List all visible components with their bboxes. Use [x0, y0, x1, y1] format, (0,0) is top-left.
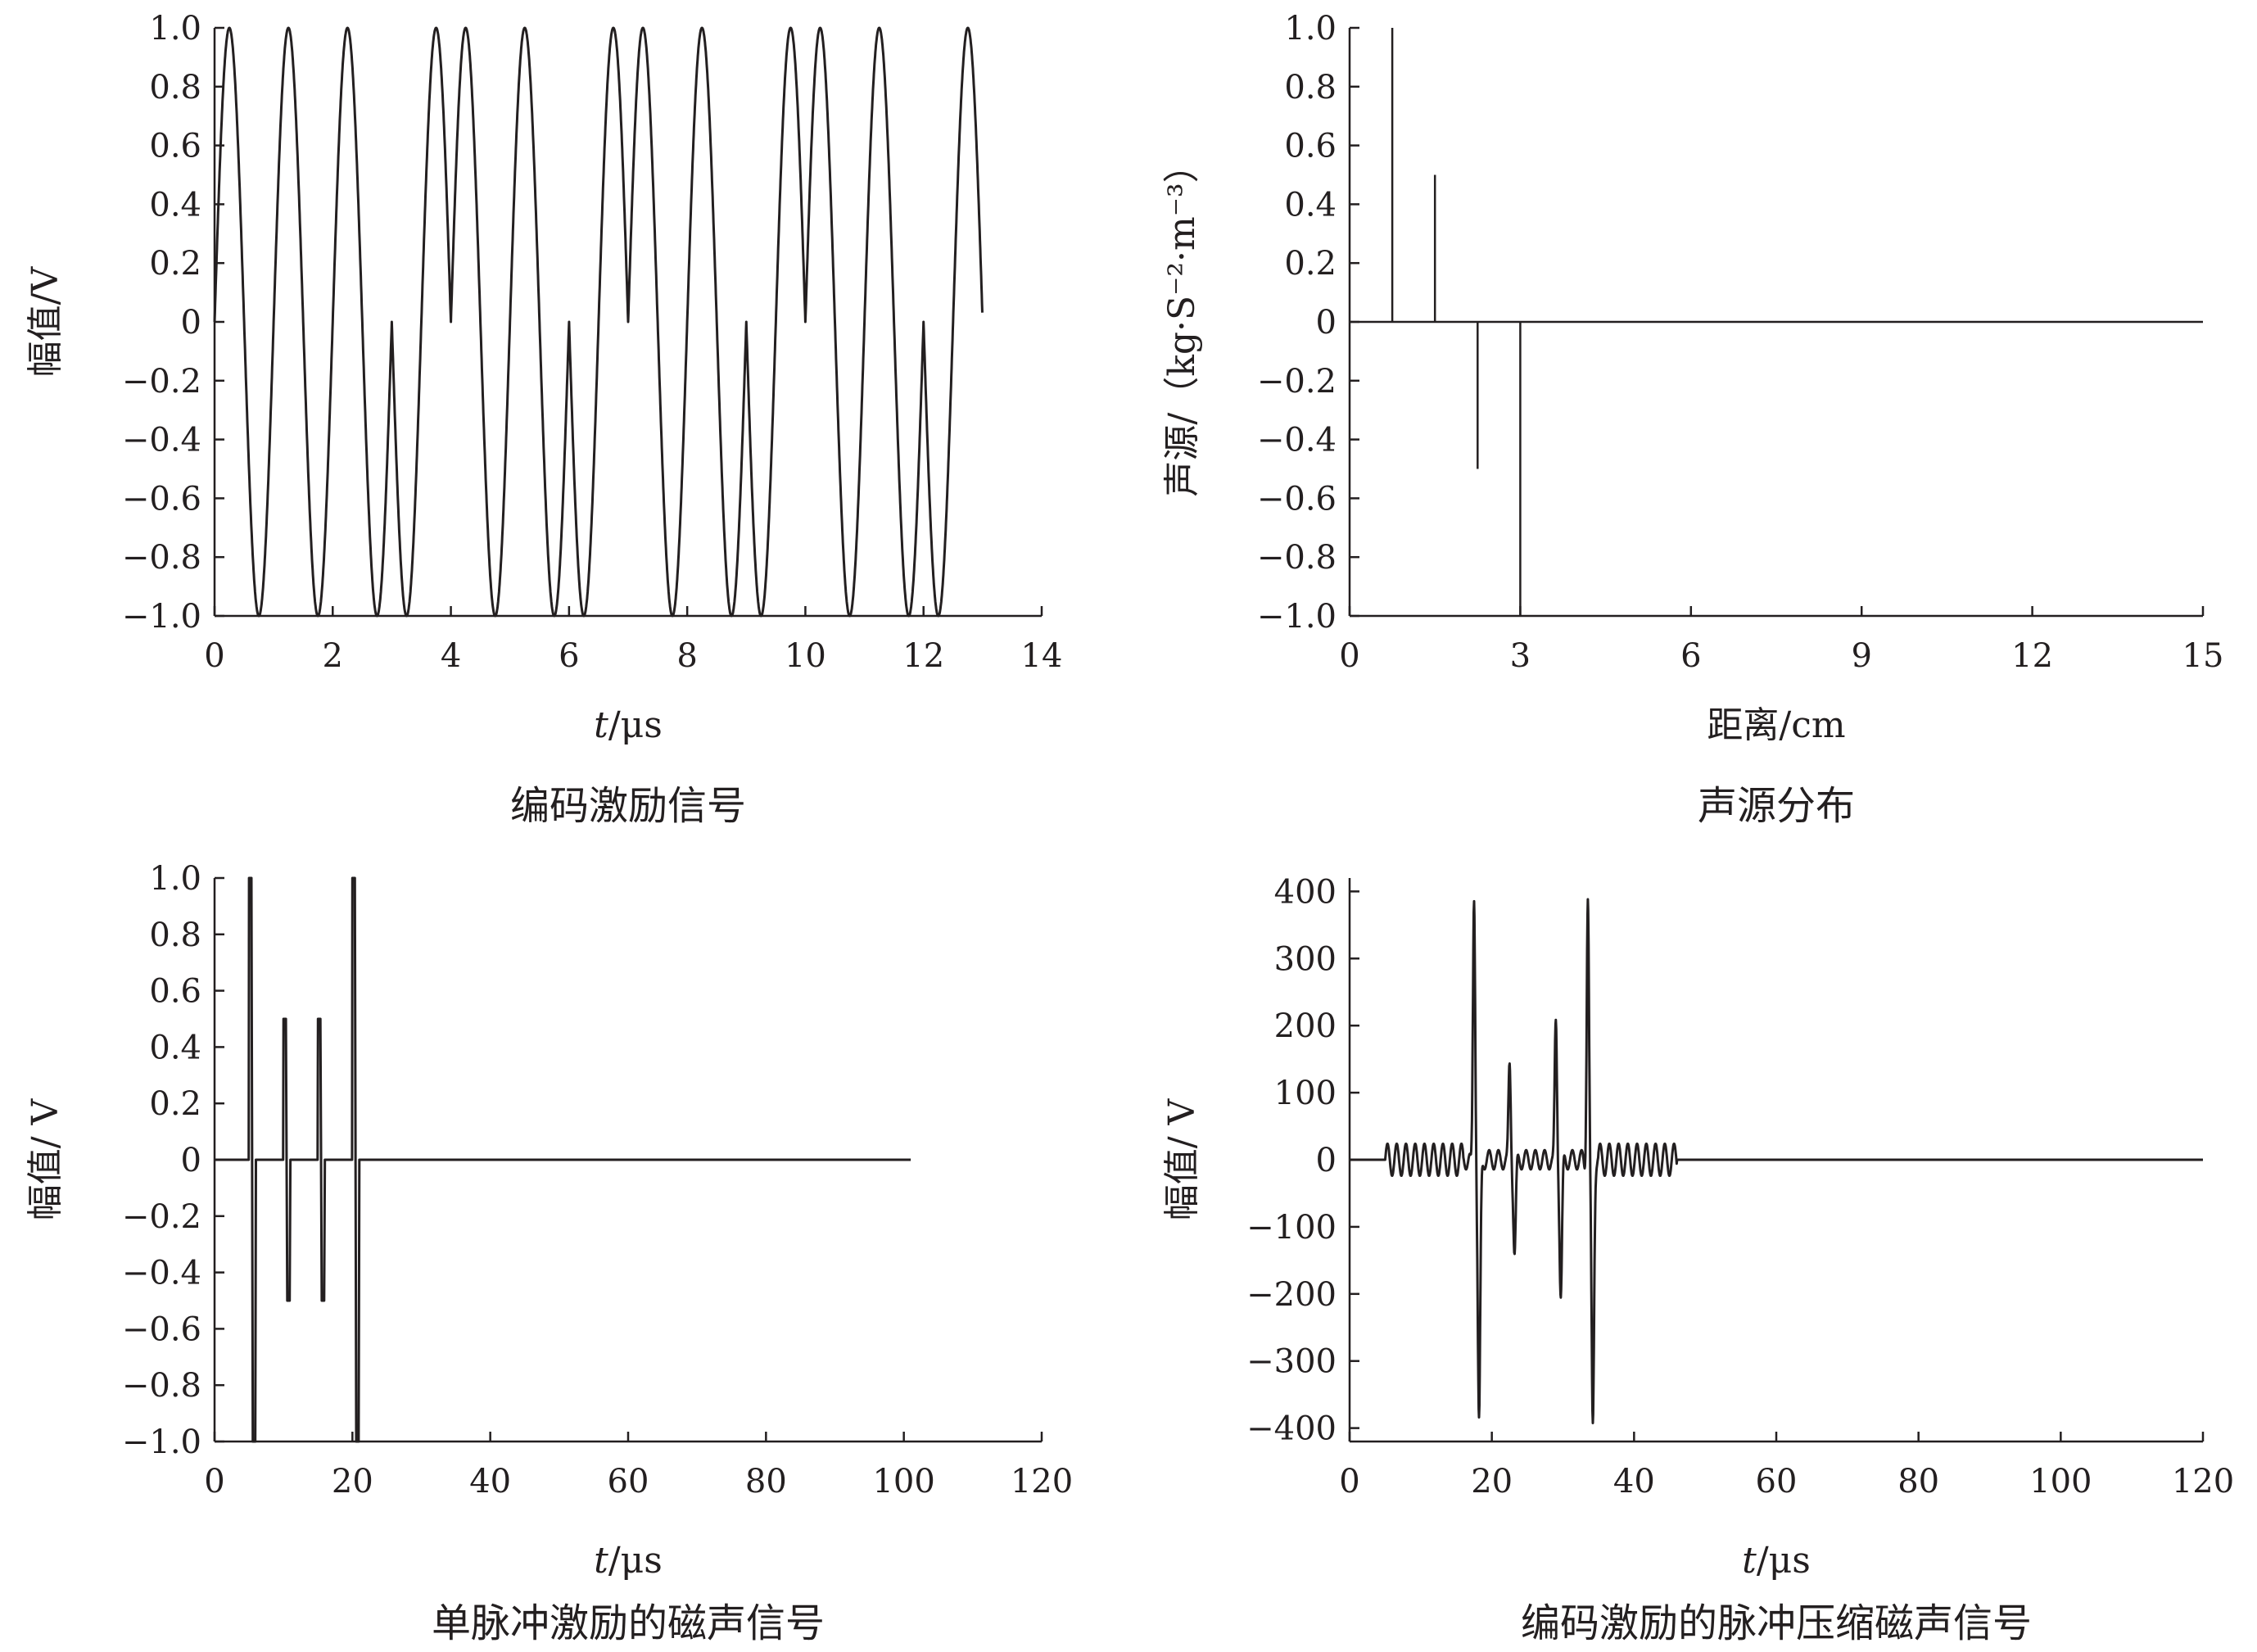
x-tick-label: 60 — [1756, 1463, 1798, 1500]
y-tick-label: 100 — [1274, 1075, 1337, 1112]
y-tick-label: −0.4 — [122, 1255, 201, 1292]
y-tick-label: −1.0 — [122, 598, 201, 636]
y-tick-label: 0 — [1316, 1142, 1337, 1179]
x-tick-label: 0 — [1339, 637, 1359, 675]
x-axis-label: t/μs — [594, 704, 663, 746]
y-axis-ticks: 1.0 0.8 0.6 0.4 0.2 0 −0.2 −0.4 −0.6 −0.8 −1.0 — [1257, 10, 1359, 636]
x-tick-label: 0 — [204, 637, 224, 675]
y-tick-label: 300 — [1274, 940, 1337, 978]
y-tick-label: 0 — [181, 304, 201, 342]
x-tick-label: 120 — [2172, 1463, 2234, 1500]
y-tick-label: 0.2 — [149, 1085, 201, 1123]
x-tick-label: 12 — [902, 637, 944, 675]
x-tick-label: 2 — [323, 637, 343, 675]
x-axis-label: 距离/cm — [1707, 704, 1845, 746]
y-tick-label: 0.2 — [1284, 245, 1337, 283]
y-tick-label: −0.6 — [1257, 480, 1337, 518]
y-tick-label: 0.8 — [149, 917, 201, 954]
series-line — [1348, 898, 2205, 1424]
x-tick-label: 0 — [1339, 1463, 1359, 1500]
x-tick-label: 4 — [441, 637, 461, 675]
y-tick-label: −0.8 — [122, 539, 201, 577]
y-tick-label: −0.2 — [1257, 363, 1337, 401]
x-axis-label: t/μs — [1742, 1540, 1811, 1582]
x-tick-label: 20 — [332, 1463, 373, 1500]
y-tick-label: 1.0 — [149, 860, 201, 898]
y-tick-label: 0.8 — [1284, 69, 1337, 106]
y-tick-label: 0.2 — [149, 245, 201, 283]
y-tick-label: −0.6 — [122, 1310, 201, 1348]
y-tick-label: −300 — [1246, 1343, 1337, 1381]
x-tick-label: 14 — [1021, 637, 1063, 675]
y-tick-label: 1.0 — [149, 10, 201, 48]
x-axis-ticks: 0 2 4 6 8 10 12 14 — [204, 606, 1062, 675]
x-tick-label: 40 — [1613, 1463, 1655, 1500]
y-tick-label: −0.6 — [122, 480, 201, 518]
x-tick-label: 8 — [676, 637, 697, 675]
x-tick-label: 100 — [872, 1463, 934, 1500]
x-tick-label: 12 — [2011, 637, 2053, 675]
chart-coded-excitation: 1.0 0.8 0.6 0.4 0.2 0 −0.2 −0.4 −0.6 −0.8 −1.0 0 2 4… — [25, 10, 1062, 829]
x-tick-label: 60 — [608, 1463, 649, 1500]
x-tick-label: 100 — [2029, 1463, 2092, 1500]
series-line — [215, 876, 911, 1443]
y-axis-label: 幅值/ V — [1161, 1098, 1203, 1220]
y-tick-label: 0.8 — [149, 69, 201, 106]
y-tick-label: −0.2 — [122, 363, 201, 401]
y-tick-label: 200 — [1274, 1007, 1337, 1045]
y-axis-label: 幅值/V — [25, 265, 66, 377]
x-tick-label: 80 — [1897, 1463, 1939, 1500]
y-tick-label: 0.6 — [149, 973, 201, 1011]
chart-caption: 单脉冲激励的磁声信号 — [432, 1600, 825, 1646]
y-axis-label: 声源/（kg·S⁻²·m⁻³） — [1161, 147, 1203, 496]
y-tick-label: 0.4 — [149, 186, 201, 224]
y-tick-label: 0 — [181, 1142, 201, 1179]
y-tick-label: 1.0 — [1284, 10, 1337, 48]
x-tick-label: 20 — [1471, 1463, 1513, 1500]
y-tick-label: −0.8 — [122, 1367, 201, 1405]
y-tick-label: 0.6 — [1284, 128, 1337, 165]
y-tick-label: −0.2 — [122, 1198, 201, 1236]
y-axis-label: 幅值/ V — [25, 1098, 66, 1220]
x-axis-ticks: 0 20 40 60 80 100 120 — [204, 1432, 1073, 1500]
x-tick-label: 0 — [204, 1463, 224, 1500]
x-tick-label: 3 — [1510, 637, 1531, 675]
y-tick-label: −200 — [1246, 1276, 1337, 1314]
x-axis-label: t/μs — [594, 1540, 663, 1582]
y-tick-label: −1.0 — [122, 1423, 201, 1461]
chart-caption: 编码激励的脉冲压缩磁声信号 — [1521, 1600, 2032, 1646]
chart-sound-source-distribution: 1.0 0.8 0.6 0.4 0.2 0 −0.2 −0.4 −0.6 −0.8 −1.0 0 3 6… — [1161, 10, 2223, 829]
x-tick-label: 6 — [1680, 637, 1701, 675]
y-tick-label: −0.8 — [1257, 539, 1337, 577]
y-tick-label: −1.0 — [1257, 598, 1337, 636]
y-tick-label: 0 — [1316, 304, 1337, 342]
x-tick-label: 80 — [745, 1463, 787, 1500]
y-tick-label: 0.6 — [149, 128, 201, 165]
x-tick-label: 9 — [1851, 637, 1871, 675]
series-line — [213, 26, 984, 618]
y-axis-ticks: 1.0 0.8 0.6 0.4 0.2 0 −0.2 −0.4 −0.6 −0.8 −1.0 — [122, 860, 224, 1461]
x-tick-label: 6 — [559, 637, 579, 675]
y-tick-label: −100 — [1246, 1209, 1337, 1247]
y-tick-label: 0.4 — [149, 1029, 201, 1066]
y-axis-ticks: 400 300 200 100 0 −100 −200 −300 −400 — [1246, 873, 1359, 1448]
chart-single-pulse-signal: 1.0 0.8 0.6 0.4 0.2 0 −0.2 −0.4 −0.6 −0.8 −1.0 0 20… — [25, 860, 1073, 1646]
chart-caption: 声源分布 — [1698, 783, 1855, 829]
y-tick-label: 0.4 — [1284, 186, 1337, 224]
y-tick-label: −400 — [1246, 1410, 1337, 1448]
x-tick-label: 120 — [1011, 1463, 1073, 1500]
chart-caption: 编码激励信号 — [510, 783, 746, 829]
y-tick-label: 400 — [1274, 873, 1337, 911]
stem-series — [1391, 28, 1522, 616]
y-tick-label: −0.4 — [1257, 422, 1337, 459]
y-axis-ticks: 1.0 0.8 0.6 0.4 0.2 0 −0.2 −0.4 −0.6 −0.8 −1.0 — [122, 10, 224, 636]
y-tick-label: −0.4 — [122, 422, 201, 459]
x-tick-label: 15 — [2182, 637, 2224, 675]
x-tick-label: 10 — [785, 637, 826, 675]
x-tick-label: 40 — [469, 1463, 511, 1500]
chart-pulse-compressed-signal: 400 300 200 100 0 −100 −200 −300 −400 0 20 40 60 80 1… — [1161, 873, 2234, 1646]
